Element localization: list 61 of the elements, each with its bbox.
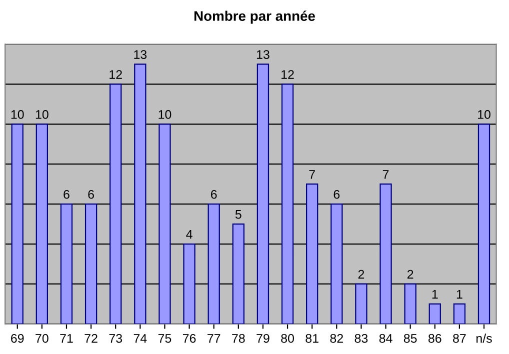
data-label: 2 [407,270,414,279]
bar [404,283,416,324]
bar [60,204,73,324]
bar [355,283,368,324]
bar [183,243,196,324]
x-tick-label: 79 [256,334,270,343]
bar [478,124,490,324]
x-tick-label: 75 [158,334,172,343]
data-label: 13 [256,50,270,59]
x-tick-label: 72 [84,334,98,343]
data-label: 6 [64,190,70,199]
data-label: 7 [309,170,315,179]
x-tick-label: 80 [281,334,294,343]
x-tick-label: 76 [182,334,196,343]
x-tick-label: 74 [134,334,147,343]
bar [256,64,270,324]
x-tick-label: 73 [109,334,122,343]
bar [110,84,122,324]
data-label: 10 [478,110,490,119]
data-label: 6 [88,190,94,199]
data-label: 6 [211,190,217,199]
data-label: 6 [334,190,340,199]
bar [306,184,318,324]
bar [428,303,441,324]
bar [158,124,171,324]
chart-title: Nombre par année [194,10,316,24]
x-tick-label: 78 [232,334,245,343]
data-label: 1 [432,290,438,299]
bar [380,184,392,324]
bar [330,204,343,324]
bar [36,124,48,324]
data-label: 7 [382,170,389,179]
x-tick-label: 70 [36,334,48,343]
bar [281,84,294,324]
data-label: 10 [158,110,172,119]
x-tick-label: 87 [453,334,466,343]
data-label: 10 [11,110,24,119]
x-tick-label: 84 [379,334,392,343]
data-label: 5 [235,210,242,219]
bar [232,223,244,324]
data-label: 2 [358,270,364,279]
bar [453,303,466,324]
x-tick-label: 77 [208,334,220,343]
bar [134,64,146,324]
bar [84,204,98,324]
x-tick-label: 82 [330,334,343,343]
x-tick-label: 85 [404,334,417,343]
x-tick-label: 71 [60,334,73,343]
data-label: 1 [456,290,462,299]
x-tick-label: 69 [11,334,24,343]
data-label: 13 [134,50,147,59]
data-label: 10 [36,110,48,119]
x-tick-label: 83 [354,334,368,343]
x-tick-label: n/s [476,334,492,343]
data-label: 12 [110,70,122,79]
x-tick-label: 86 [428,334,442,343]
bar [208,204,220,324]
bar [11,124,24,324]
x-tick-label: 81 [306,334,318,343]
data-label: 12 [282,70,294,79]
data-label: 4 [186,230,192,239]
